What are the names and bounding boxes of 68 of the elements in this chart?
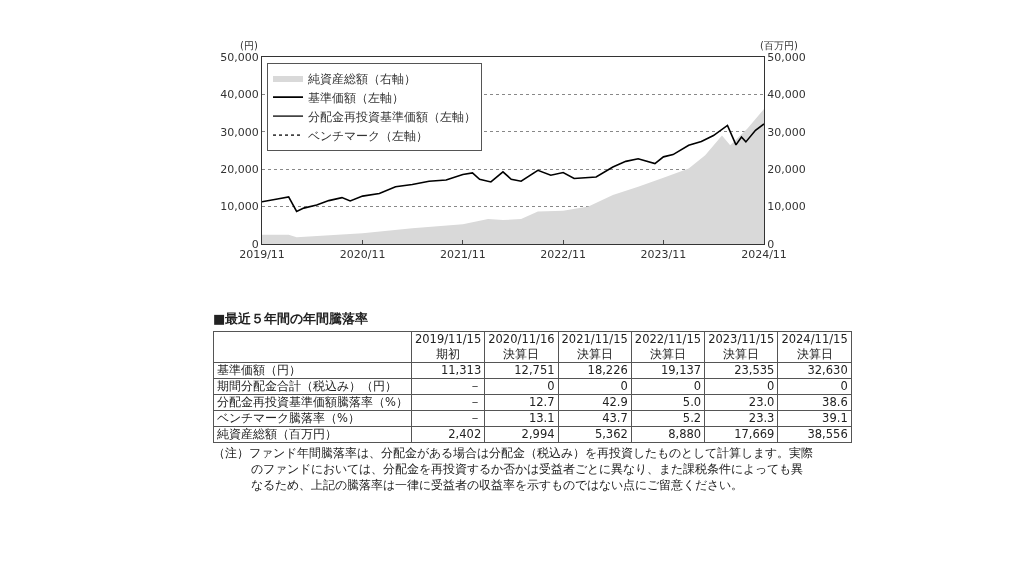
text: － — [469, 379, 482, 393]
data-label: 38.6 — [777, 394, 852, 411]
x-tick-label: 2023/11/15 決算日 — [704, 331, 778, 363]
data-label: 2,402 — [411, 426, 485, 443]
y2-tick-label: 20,000 — [767, 163, 806, 177]
legend-label: 純資産総額（右軸） — [308, 71, 417, 86]
text: ■最近５年間の年間騰落率 — [213, 310, 370, 328]
x-tick-label: 2022/11 — [540, 248, 586, 262]
y-tick-label: ベンチマーク騰落率（%） — [213, 410, 412, 427]
x-tick-label: 2021/11/15 決算日 — [558, 331, 632, 363]
y-axis-title: (円) — [240, 40, 258, 51]
x-tick-label: 2019/11 — [239, 248, 285, 262]
data-label: 43.7 — [558, 410, 632, 427]
legend-label: ベンチマーク（左軸） — [308, 128, 429, 143]
x-tick-label: 2020/11 — [339, 248, 386, 262]
data-label: 12,751 — [484, 362, 559, 379]
data-label: 17,669 — [704, 426, 778, 443]
x-tick-label: 2023/11 — [640, 248, 687, 262]
data-label: 5.2 — [631, 410, 705, 427]
y-tick-label: 20,000 — [220, 163, 259, 177]
data-label: 39.1 — [777, 410, 852, 427]
data-label: 0 — [558, 378, 632, 395]
data-label: 23.0 — [704, 394, 778, 411]
y2-tick-label: 30,000 — [767, 125, 806, 139]
legend-label: 基準価額（左軸） — [308, 90, 405, 105]
x-tick-label: 2022/11/15 決算日 — [631, 331, 705, 363]
y-tick-label: 0 — [251, 237, 259, 251]
data-label: 42.9 — [558, 394, 632, 411]
data-label: 13.1 — [484, 410, 559, 427]
text: （注）ファンド年間騰落率は、分配金がある場合は分配金（税込み）を再投資したものとして計算します。実際のファンドにおいては、分配金を再投資するか否かは受益者ごとに異なり、また課税条件によっても異なるため、上記の騰落率は一律に受益者の収益率を示すものではない点にご留意ください。 — [213, 445, 813, 493]
data-label: 5,362 — [558, 426, 632, 443]
data-label: 2,994 — [484, 426, 559, 443]
y2-tick-label: 40,000 — [767, 88, 806, 102]
data-label: 18,226 — [558, 362, 632, 379]
y-tick-label: 40,000 — [220, 88, 259, 102]
data-label: 38,556 — [777, 426, 852, 443]
x-tick-label: 2020/11/16 決算日 — [484, 331, 559, 363]
y-tick-label: 50,000 — [220, 50, 259, 64]
y-tick-label: 期間分配金合計（税込み）（円） — [213, 378, 412, 395]
text: － — [469, 395, 482, 409]
y-tick-label: 純資産総額（百万円） — [213, 426, 412, 443]
y-tick-label: 10,000 — [220, 200, 259, 214]
data-label: 32,630 — [777, 362, 852, 379]
data-label: 19,137 — [631, 362, 705, 379]
data-label: 12.7 — [484, 394, 559, 411]
x-tick-label: 2024/11 — [741, 248, 787, 262]
data-label: 23.3 — [704, 410, 778, 427]
y-tick-label: 基準価額（円） — [213, 362, 412, 379]
y2-tick-label: 0 — [767, 237, 775, 251]
data-label: 0 — [704, 378, 778, 395]
data-label: 11,313 — [411, 362, 485, 379]
y2-axis-title: (百万円) — [760, 40, 798, 51]
text: － — [469, 411, 482, 425]
data-label: 5.0 — [631, 394, 705, 411]
data-label: 8,880 — [631, 426, 705, 443]
data-label: 0 — [631, 378, 705, 395]
x-tick-label: 2019/11/15 期初 — [411, 331, 485, 363]
y-tick-label: 分配金再投資基準価額騰落率（%） — [213, 394, 412, 411]
y2-tick-label: 50,000 — [767, 50, 806, 64]
line-series — [262, 123, 764, 213]
y2-tick-label: 10,000 — [767, 200, 806, 214]
data-label: 23,535 — [704, 362, 778, 379]
x-tick-label: 2024/11/15 決算日 — [777, 331, 852, 363]
x-tick-label: 2021/11 — [440, 248, 486, 262]
legend-label: 分配金再投資基準価額（左軸） — [308, 109, 477, 124]
y-tick-label: 30,000 — [220, 125, 259, 139]
data-label: 0 — [777, 378, 852, 395]
data-label: 0 — [484, 378, 559, 395]
